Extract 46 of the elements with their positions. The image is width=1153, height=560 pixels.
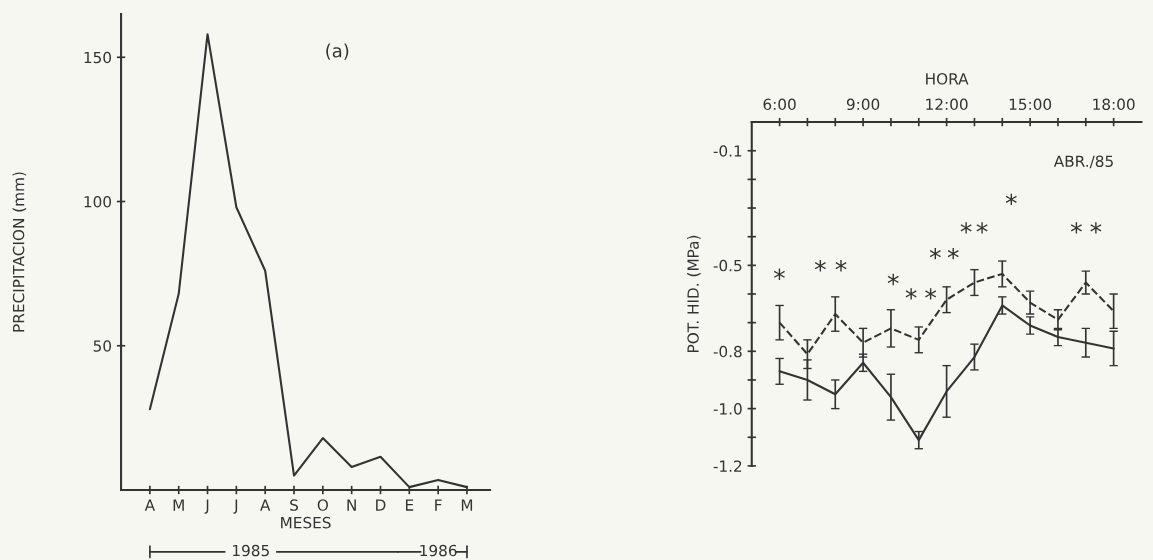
x-tick-label: J (204, 499, 209, 514)
y-tick-label: -0.1 (713, 145, 742, 157)
x-tick-label: J (233, 499, 238, 514)
y-tick-label: -0.5 (713, 259, 742, 272)
annotation: * (976, 222, 988, 234)
annotation: * (1090, 222, 1102, 234)
text: 1986 (420, 544, 457, 557)
x-tick-label: 9:00 (846, 98, 880, 111)
x-tick-label: D (376, 499, 386, 511)
x-tick-label: 6:00 (763, 98, 796, 111)
y-tick-label: -0.8 (713, 345, 742, 358)
x-tick-label: F (435, 499, 442, 511)
x-axis-title: HORA (926, 73, 969, 85)
text: 1985 (233, 544, 269, 557)
x-tick-label: 18:00 (1093, 98, 1135, 111)
y-tick-label: -1.2 (713, 460, 742, 472)
annotation: * (929, 247, 941, 260)
y-tick-label: -1.0 (713, 403, 742, 415)
x-tick-label: 15:00 (1009, 98, 1052, 111)
y-tick-label: 100 (84, 195, 112, 208)
annotation: * (773, 268, 785, 280)
x-tick-label: M (173, 499, 184, 511)
annotation: * (925, 288, 937, 300)
x-axis-title: MESES (281, 516, 331, 529)
x-tick-label: 12:00 (926, 98, 968, 111)
annotation: ABR./85 (1053, 155, 1113, 169)
annotation: * (835, 259, 847, 272)
x-tick-label: S (290, 499, 299, 511)
annotation: * (887, 273, 899, 286)
annotation: (a) (326, 43, 349, 60)
x-tick-label: A (144, 499, 155, 511)
x-tick-label: A (260, 499, 271, 511)
annotation: * (1070, 222, 1082, 234)
annotation: * (905, 288, 917, 300)
y-axis-title: POT. HID. (MPa) (687, 235, 701, 352)
annotation: * (814, 259, 826, 272)
annotation: * (1005, 193, 1017, 206)
y-tick-label: 50 (93, 340, 112, 352)
y-tick-label: 150 (84, 51, 112, 64)
y-axis-title: PRECIPITACION (mm) (12, 172, 27, 332)
x-tick-label: M (461, 499, 473, 511)
annotation: * (960, 222, 972, 234)
x-tick-label: N (347, 499, 356, 511)
x-tick-label: O (317, 499, 328, 511)
annotation: * (947, 247, 959, 260)
x-tick-label: E (405, 499, 414, 511)
